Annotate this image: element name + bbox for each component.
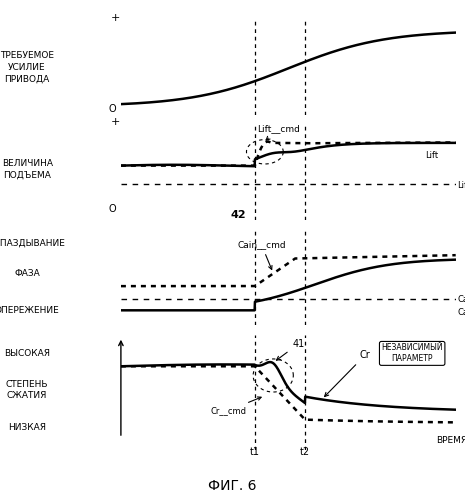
Text: Lift__cmd: Lift__cmd <box>257 124 300 140</box>
Text: НИЗКАЯ: НИЗКАЯ <box>8 422 46 432</box>
Text: ВЫСОКАЯ: ВЫСОКАЯ <box>4 349 50 358</box>
Text: +: + <box>111 118 120 128</box>
Text: ФИГ. 6: ФИГ. 6 <box>208 478 257 492</box>
Text: Cain__cmd: Cain__cmd <box>237 240 286 270</box>
Text: ТРЕБУЕМОЕ
УСИЛИЕ
ПРИВОДА: ТРЕБУЕМОЕ УСИЛИЕ ПРИВОДА <box>0 51 54 84</box>
Text: Cain: Cain <box>458 308 465 316</box>
Text: O: O <box>109 104 116 114</box>
Text: ВЕЛИЧИНА
ПОДЪЕМА: ВЕЛИЧИНА ПОДЪЕМА <box>2 160 53 180</box>
Text: НЕЗАВИСИМЫЙ
ПАРАМЕТР: НЕЗАВИСИМЫЙ ПАРАМЕТР <box>381 344 443 363</box>
Text: 42: 42 <box>230 210 246 220</box>
Text: t1: t1 <box>250 447 260 457</box>
Text: ВРЕМЯ: ВРЕМЯ <box>436 436 465 446</box>
Text: Lift_ssw: Lift_ssw <box>458 180 465 189</box>
Text: t2: t2 <box>300 447 310 457</box>
Text: 41: 41 <box>277 339 305 360</box>
Text: СТЕПЕНЬ
СЖАТИЯ: СТЕПЕНЬ СЖАТИЯ <box>6 380 48 400</box>
Text: Cr__cmd: Cr__cmd <box>210 397 261 415</box>
Text: +: + <box>111 12 120 22</box>
Text: ОПЕРЕЖЕНИЕ: ОПЕРЕЖЕНИЕ <box>0 306 60 315</box>
Text: Cr: Cr <box>325 350 371 397</box>
Text: ФАЗА: ФАЗА <box>14 268 40 278</box>
Text: O: O <box>109 204 116 214</box>
Text: ЗАПАЗДЫВАНИЕ: ЗАПАЗДЫВАНИЕ <box>0 238 66 248</box>
Text: Cain_ssw: Cain_ssw <box>458 294 465 304</box>
Text: Lift: Lift <box>425 152 438 160</box>
